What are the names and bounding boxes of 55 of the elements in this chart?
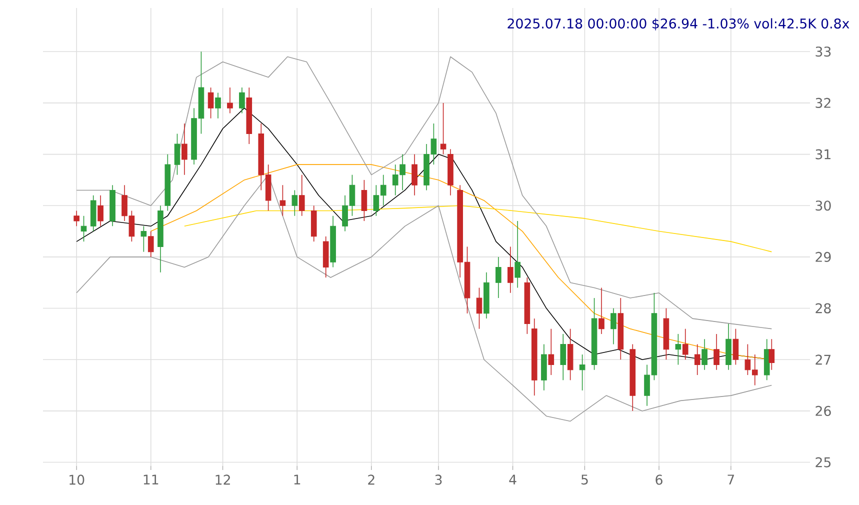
y-tick-label: 29 [816,252,831,262]
candlestick [496,256,502,298]
y-tick-label: 28 [816,303,831,314]
candlestick [208,87,214,119]
y-tick-label: 30 [816,200,831,211]
candlestick [412,154,418,196]
line-series [184,205,772,252]
candlestick [74,210,80,227]
x-tick-label: 7 [728,474,734,484]
candlestick [239,87,245,114]
candlestick [182,123,188,176]
y-tick-label: 31 [816,149,830,160]
candlestick [514,220,520,288]
candlestick [440,102,446,155]
x-tick-label: 5 [581,474,588,485]
candlestick [714,334,720,370]
candlestick [140,226,147,252]
candlestick [280,184,286,216]
candlestick [675,334,682,366]
candlestick [548,328,554,376]
x-tick-label: 4 [509,474,516,484]
candlestick [560,334,566,381]
candlestick [579,354,586,391]
text: 2025.07.18 00:00:00 $26.94 -1.03% vol:42.5K 0.8x [508,18,850,30]
candlestick [227,87,233,114]
candlestick [598,287,604,334]
line-series [76,56,772,330]
candlestick [174,133,180,176]
y-tick-label: 33 [816,46,831,57]
candlestick [215,92,221,119]
candlestick [361,180,368,222]
candlestick [80,215,87,242]
x-tick-label: 1 [294,474,300,484]
x-tick-label: 11 [144,474,158,484]
x-tick-label: 10 [70,474,84,485]
candlestick [148,230,154,258]
candlestick [702,338,708,370]
candlestick [292,190,298,216]
x-tick-label: 3 [435,474,442,485]
candlestick [476,287,482,330]
candlestick [682,328,688,360]
candlestick [298,174,305,216]
candlestick [694,344,700,376]
x-tick-label: 12 [216,474,230,485]
candlestick [507,246,514,294]
candlestick [98,194,104,227]
y-tick-label: 25 [816,457,831,468]
candlestick [768,338,775,370]
y-tick-label: 27 [816,354,831,365]
x-tick-label: 2 [368,474,374,485]
x-tick-label: 6 [656,474,662,485]
y-tick-label: 32 [816,98,830,108]
candlestick [732,328,739,366]
y-tick-label: 26 [816,406,831,416]
candlestick [610,308,616,345]
